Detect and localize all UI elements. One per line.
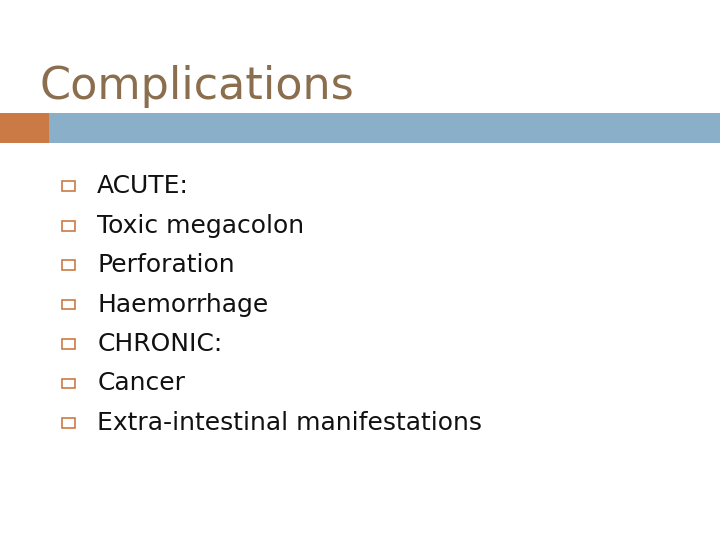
Text: Extra-intestinal manifestations: Extra-intestinal manifestations bbox=[97, 411, 482, 435]
Bar bbox=[49, 113, 720, 143]
Text: CHRONIC:: CHRONIC: bbox=[97, 332, 222, 356]
Bar bbox=[62, 260, 75, 270]
Bar bbox=[62, 418, 75, 428]
Text: Haemorrhage: Haemorrhage bbox=[97, 293, 269, 316]
Text: Perforation: Perforation bbox=[97, 253, 235, 277]
Bar bbox=[62, 339, 75, 349]
Bar bbox=[0, 113, 49, 143]
Text: Toxic megacolon: Toxic megacolon bbox=[97, 214, 305, 238]
Text: Cancer: Cancer bbox=[97, 372, 185, 395]
Bar bbox=[62, 379, 75, 388]
Bar bbox=[62, 300, 75, 309]
Bar bbox=[62, 181, 75, 191]
Bar bbox=[62, 221, 75, 231]
Text: Complications: Complications bbox=[40, 65, 354, 108]
Text: ACUTE:: ACUTE: bbox=[97, 174, 189, 198]
